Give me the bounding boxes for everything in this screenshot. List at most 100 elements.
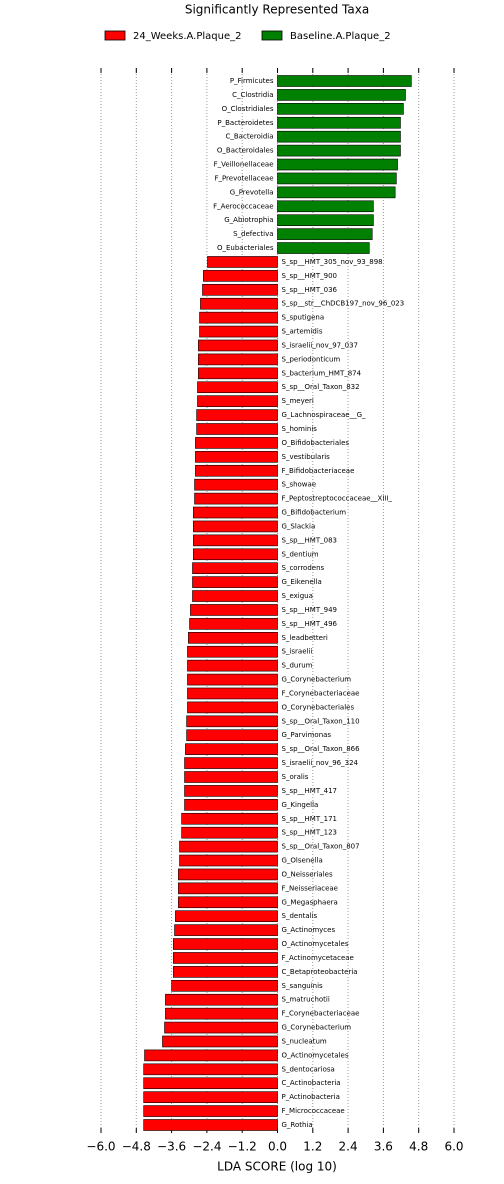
bar [184, 771, 278, 783]
y-tick-label: F_Aerococcaceae [213, 202, 273, 210]
bar [277, 144, 401, 157]
bar [174, 924, 278, 936]
x-tick-label: −4.8 [122, 1140, 151, 1154]
x-tick-label: −3.6 [157, 1140, 186, 1154]
bar [277, 172, 397, 185]
y-tick-label: G_Actinomyces [282, 926, 336, 934]
bar [196, 409, 278, 421]
y-tick-label: S_sp__Oral_Taxon_110 [282, 717, 360, 725]
y-tick-label: S_sp__Oral_Taxon_832 [282, 383, 360, 391]
bar [143, 1063, 278, 1076]
bar [192, 576, 278, 588]
legend-swatch [104, 30, 126, 41]
y-tick-label: G_Lachnospiraceae__G_ [282, 411, 366, 419]
bar [197, 381, 278, 394]
bar [186, 729, 278, 742]
bar [189, 618, 278, 630]
bar [277, 200, 374, 213]
y-tick-label: G_Bifidobacterium [282, 509, 347, 517]
x-tick-label: −6.0 [86, 1140, 115, 1154]
y-tick-label: F_Corynebacteriaceae [282, 689, 360, 697]
y-tick-label: S_israelii [282, 648, 313, 656]
y-tick-label: S_defectiva [233, 230, 273, 238]
bar [179, 840, 278, 853]
bar [193, 534, 278, 547]
y-tick-label: O_Actinomycetales [282, 1051, 349, 1059]
chart-title: Significantly Represented Taxa [185, 3, 369, 17]
y-tick-label: P_Actinobacteria [282, 1093, 340, 1101]
bar [277, 228, 373, 240]
y-tick-label: G_Prevotella [230, 188, 274, 196]
y-tick-label: G_Parvimonas [282, 731, 332, 739]
y-tick-label: S_bacterium_HMT_874 [282, 369, 362, 377]
bar [198, 353, 278, 366]
y-tick-label: C_Bacteroidia [225, 133, 273, 141]
bar [207, 256, 278, 268]
bar [173, 952, 278, 964]
bar [178, 868, 278, 881]
bar [175, 910, 278, 923]
y-tick-label: S_israelii_nov_96_324 [282, 759, 359, 767]
bar [143, 1119, 278, 1131]
bar [277, 214, 374, 226]
bar [197, 395, 278, 407]
y-tick-label: S_leadbetteri [282, 634, 328, 642]
bar [277, 158, 398, 171]
bar [187, 659, 278, 672]
bar [199, 325, 278, 338]
bar [203, 270, 278, 282]
y-tick-label: S_sp__Oral_Taxon_866 [282, 745, 361, 753]
bar [144, 1049, 278, 1062]
bar [188, 631, 278, 644]
legend-label: 24_Weeks.A.Plaque_2 [133, 31, 242, 42]
bar [277, 116, 401, 129]
bar [164, 1021, 278, 1034]
y-tick-label: S_sp__HMT_900 [282, 272, 337, 280]
y-tick-label: S_meyeri [282, 397, 314, 405]
bar [193, 520, 278, 533]
y-tick-label: S_sp__HMT_949 [282, 606, 337, 614]
y-tick-label: C_Betaproteobacteria [282, 968, 358, 976]
bar [179, 854, 278, 867]
y-tick-label: F_Micrococcaceae [282, 1107, 345, 1115]
y-tick-label: F_Prevotellaceae [214, 174, 273, 182]
bar [193, 506, 278, 519]
y-tick-label: S_vestibularis [282, 453, 331, 461]
bar [193, 548, 278, 561]
y-tick-label: S_sp__HMT_417 [282, 787, 337, 795]
bar [143, 1077, 278, 1090]
y-tick-label: O_Eubacteriales [217, 244, 274, 252]
y-tick-label: S_sp__Oral_Taxon_807 [282, 843, 360, 851]
y-tick-label: S_exigua [282, 592, 313, 600]
x-tick-label: −2.4 [192, 1140, 221, 1154]
y-tick-label: P_Firmicutes [230, 77, 274, 85]
bar [178, 896, 278, 909]
bar [200, 297, 278, 310]
y-tick-label: S_sp__HMT_083 [282, 536, 337, 544]
y-tick-label: S_artemidis [282, 328, 323, 336]
x-tick-label: 2.4 [339, 1140, 358, 1154]
y-tick-label: S_sp__HMT_123 [282, 829, 337, 837]
bar [165, 1007, 278, 1020]
x-tick-label: 6.0 [444, 1140, 463, 1154]
bar [143, 1091, 278, 1103]
bar [165, 993, 278, 1006]
x-tick-label: −1.2 [228, 1140, 257, 1154]
bar [184, 785, 278, 797]
bar [199, 311, 278, 324]
y-tick-label: S_oralis [282, 773, 309, 781]
y-tick-label: S_israelii_nov_97_037 [282, 341, 358, 349]
y-tick-label: G_Megasphaera [282, 898, 338, 906]
y-tick-label: G_Eikenella [282, 578, 322, 586]
y-tick-label: S_dentalis [282, 912, 318, 920]
y-tick-label: S_matruchotii [282, 996, 330, 1004]
y-tick-label: S_sp__str__ChDCB197_nov_96_023 [282, 300, 405, 308]
bar [195, 437, 278, 449]
y-tick-label: O_Bacteroidales [217, 147, 274, 155]
y-tick-label: G_Slackia [282, 522, 316, 530]
y-tick-label: F_Bifidobacteriaceae [282, 467, 355, 475]
bar [181, 826, 278, 839]
bar [143, 1105, 278, 1117]
y-tick-label: S_corrodens [282, 564, 325, 572]
bar [190, 604, 278, 616]
